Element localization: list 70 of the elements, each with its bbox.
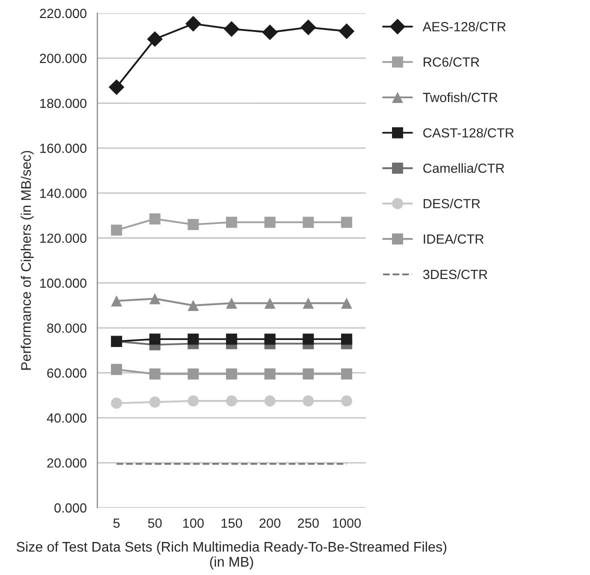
- point: [226, 216, 238, 228]
- point: [262, 24, 278, 40]
- x-tick-label: 5: [113, 518, 120, 528]
- point: [341, 368, 352, 380]
- y-tick-label: 160.000: [40, 144, 86, 153]
- point: [188, 368, 199, 380]
- point: [302, 334, 314, 345]
- point: [147, 31, 163, 47]
- y-tick-label: 180.000: [40, 98, 86, 108]
- point: [302, 216, 314, 228]
- y-tick-label: 0.000: [54, 503, 86, 513]
- point: [264, 298, 276, 309]
- y-axis-title: Performance of Ciphers (in MB/sec): [20, 150, 34, 370]
- point: [341, 395, 352, 407]
- legend-label: DES/CTR: [424, 198, 480, 208]
- point: [108, 79, 124, 96]
- y-tick-label: 60.000: [47, 368, 86, 378]
- point: [300, 20, 316, 36]
- point: [149, 334, 160, 345]
- point: [110, 224, 122, 236]
- point: [226, 368, 238, 380]
- y-tick-label: 200.000: [40, 54, 86, 64]
- point: [264, 334, 276, 345]
- point: [149, 368, 160, 380]
- point: [302, 368, 314, 380]
- point: [226, 298, 238, 309]
- point: [341, 298, 352, 309]
- legend-label: Camellia/CTR: [423, 163, 504, 173]
- point: [341, 334, 352, 345]
- point: [264, 216, 276, 228]
- y-tick-label: 80.000: [47, 323, 86, 333]
- point: [185, 16, 202, 32]
- legend-label: AES-128/CTR: [422, 22, 506, 32]
- point: [188, 334, 199, 345]
- legend-label: CAST-128/CTR: [423, 128, 514, 138]
- x-axis-title: Size of Test Data Sets (Rich Multimedia Ready-To-Be-Streamed Files) (in MB): [16, 542, 446, 570]
- point: [188, 218, 199, 230]
- y-tick-label: 40.000: [46, 413, 86, 423]
- legend-label: 3DES/CTR: [423, 269, 488, 280]
- y-tick-label: 120.000: [40, 234, 86, 243]
- point: [149, 293, 160, 304]
- point: [110, 398, 122, 409]
- point: [224, 21, 240, 37]
- y-tick-label: 220.000: [40, 8, 86, 18]
- point: [264, 368, 276, 380]
- x-tick-label: 50: [148, 518, 162, 528]
- legend-label: IDEA/CTR: [424, 234, 484, 244]
- point: [226, 395, 238, 407]
- y-tick-label: 140.000: [40, 188, 86, 198]
- point: [188, 300, 199, 311]
- point: [226, 334, 238, 345]
- x-tick-label: 200: [260, 518, 280, 528]
- x-tick-label: 250: [298, 518, 319, 528]
- point: [264, 395, 276, 407]
- x-tick-label: 100: [183, 518, 204, 528]
- point: [188, 395, 199, 407]
- point: [302, 395, 314, 407]
- point: [341, 216, 352, 228]
- y-tick-label: 100.000: [40, 278, 86, 288]
- point: [149, 213, 160, 224]
- point: [338, 23, 354, 40]
- point: [110, 364, 122, 376]
- point: [149, 396, 160, 408]
- point: [110, 295, 122, 306]
- x-tick-label: 150: [222, 518, 242, 528]
- y-tick-label: 20.000: [47, 458, 86, 468]
- legend-label: Twofish/CTR: [422, 92, 498, 102]
- x-tick-label: 1000: [332, 518, 361, 528]
- legend-label: RC6/CTR: [424, 57, 480, 67]
- point: [302, 298, 314, 309]
